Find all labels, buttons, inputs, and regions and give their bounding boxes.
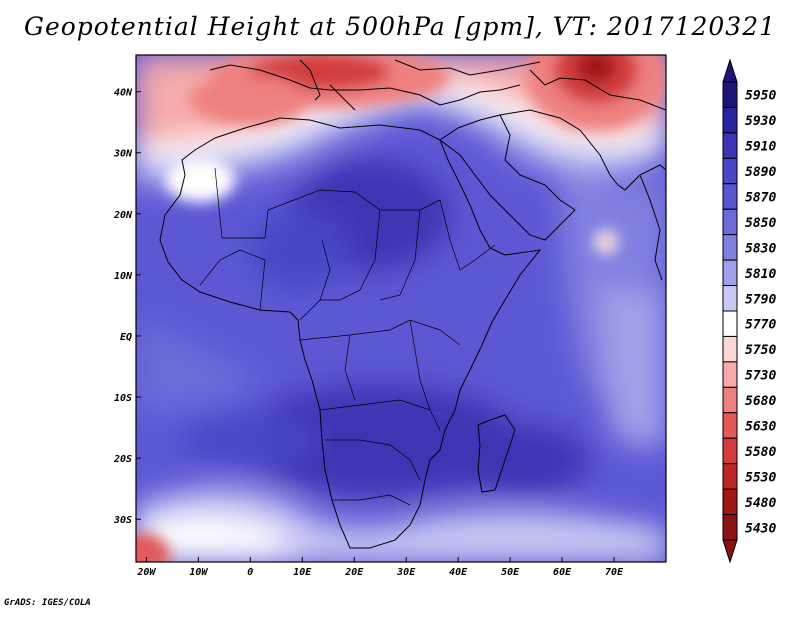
height-field [136, 55, 666, 562]
colorbar-label: 5730 [745, 369, 776, 384]
colorbar-swatch [722, 514, 738, 541]
colorbar-swatch [722, 488, 738, 516]
colorbar-label: 5480 [745, 496, 776, 511]
x-tick-label: 70E [605, 567, 624, 578]
y-tick-label: 30S [113, 515, 132, 526]
y-tick-label: 30N [113, 149, 133, 160]
colorbar-label: 5890 [745, 165, 776, 180]
colorbar-swatch [722, 234, 738, 261]
colorbar-swatch [722, 132, 738, 159]
colorbar-label: 5680 [745, 394, 776, 409]
colorbar-label: 5950 [745, 89, 776, 104]
colorbar-swatch [722, 386, 738, 414]
colorbar-label: 5630 [745, 420, 776, 435]
colorbar-label: 5430 [745, 521, 776, 536]
y-axis-ticks: 40N 30N 20N 10N EQ 10S 20S 30S [113, 88, 141, 526]
colorbar-label: 5530 [745, 470, 776, 485]
x-tick-label: 60E [553, 567, 572, 578]
colorbar-swatch [722, 335, 738, 363]
colorbar-label: 5750 [745, 343, 776, 358]
colorbar-swatch [722, 259, 738, 287]
colorbar-label: 5910 [745, 140, 776, 155]
y-tick-label: 40N [114, 88, 133, 99]
x-tick-label: 10W [189, 567, 208, 578]
y-tick-label: 20S [113, 454, 132, 465]
chart-title: Geopotential Height at 500hPa [gpm], VT:… [23, 12, 777, 41]
credit-text: GrADS: IGES/COLA [4, 598, 91, 608]
colorbar-max-triangle [722, 58, 738, 83]
x-tick-label: 40E [449, 567, 468, 578]
plot-frame [135, 54, 667, 563]
colorbar-swatch [722, 81, 738, 108]
colorbar-label: 5770 [745, 318, 776, 333]
x-tick-label: 30E [396, 567, 416, 578]
x-tick-label: 20E [344, 567, 364, 578]
y-tick-label: 10N [114, 271, 133, 282]
colorbar-label: 5870 [745, 191, 776, 206]
x-tick-label: 20W [136, 567, 156, 578]
colorbar-swatch [722, 361, 738, 388]
colorbar-swatch [722, 106, 738, 134]
y-tick-label: 10S [114, 393, 132, 404]
colorbar-label: 5810 [745, 267, 776, 282]
colorbar-label: 5790 [745, 292, 776, 307]
colorbar-swatch [722, 437, 738, 465]
colorbar: 5950 5930 5910 5890 5870 5850 5830 5810 5790 5770… [722, 58, 776, 564]
colorbar-label: 5830 [745, 241, 776, 256]
colorbar-swatch [722, 463, 738, 490]
y-tick-label: EQ [120, 332, 132, 343]
colorbar-swatch [722, 157, 738, 185]
coastlines [159, 59, 666, 549]
colorbar-min-triangle [722, 539, 738, 564]
x-tick-label: 10E [293, 567, 312, 578]
x-axis-ticks: 20W 10W 0 10E 20E 30E 40E 50E 60E 70E [136, 557, 624, 578]
colorbar-swatch [722, 183, 738, 210]
colorbar-label: 5850 [745, 216, 776, 231]
country-borders [199, 167, 496, 506]
colorbar-swatch [722, 285, 738, 312]
colorbar-label: 5580 [745, 445, 776, 460]
x-tick-label: 50E [501, 567, 520, 578]
colorbar-swatch [722, 412, 738, 439]
colorbar-label: 5930 [745, 114, 776, 129]
colorbar-swatch [722, 208, 738, 236]
y-tick-label: 20N [113, 210, 133, 221]
x-tick-label: 0 [247, 567, 253, 578]
colorbar-swatch [722, 310, 738, 337]
